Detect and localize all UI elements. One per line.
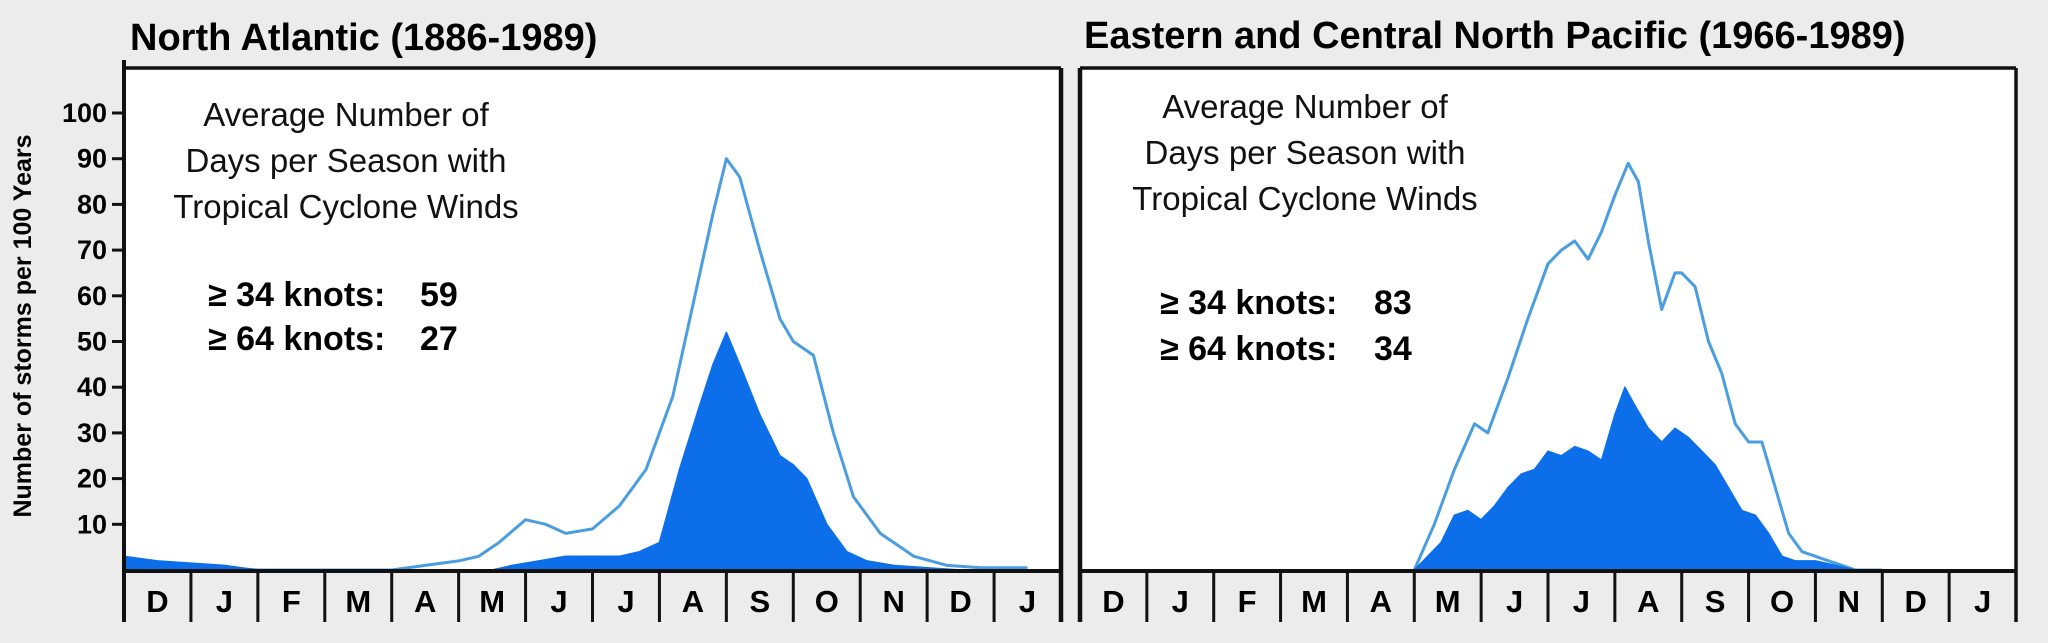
month-label: J xyxy=(550,584,567,619)
month-label: J xyxy=(1019,584,1036,619)
stat-64-knots-label: ≥ 64 knots: xyxy=(1160,330,1337,368)
chart-title-atlantic: North Atlantic (1886-1989) xyxy=(130,17,597,59)
month-label: D xyxy=(146,584,168,619)
month-label: A xyxy=(414,584,436,619)
y-tick-label: 90 xyxy=(77,144,107,174)
month-label: S xyxy=(749,584,770,619)
month-label: J xyxy=(1974,584,1991,619)
annotation-line-2: Days per Season with xyxy=(186,142,507,179)
annotation-line-3: Tropical Cyclone Winds xyxy=(1132,180,1477,217)
month-label: J xyxy=(1172,584,1189,619)
plot-area-atlantic xyxy=(124,70,1061,570)
annotation-line-2: Days per Season with xyxy=(1145,134,1466,171)
month-label: D xyxy=(1905,584,1927,619)
month-label: D xyxy=(1102,584,1124,619)
month-label: M xyxy=(345,584,371,619)
month-label: F xyxy=(282,584,301,619)
stat-34-knots-label: ≥ 34 knots: xyxy=(1160,284,1337,322)
series-area-1-1 xyxy=(1413,386,1857,571)
month-label: O xyxy=(1770,584,1794,619)
stat-64-knots-label: ≥ 64 knots: xyxy=(208,320,385,358)
month-label: M xyxy=(1301,584,1327,619)
month-label: N xyxy=(1838,584,1860,619)
annotation-pacific: Average Number of Days per Season with T… xyxy=(1132,88,1477,368)
month-label: S xyxy=(1705,584,1726,619)
y-tick-label: 10 xyxy=(77,509,107,539)
annotation-atlantic: Average Number of Days per Season with T… xyxy=(173,96,518,358)
month-label: J xyxy=(216,584,233,619)
y-axis-label: Number of storms per 100 Years xyxy=(9,134,37,517)
y-tick-label: 20 xyxy=(77,464,107,494)
y-axis-ticks: 10 20 30 40 50 60 70 80 90 100 xyxy=(62,98,124,539)
y-tick-label: 100 xyxy=(62,98,107,128)
y-tick-label: 60 xyxy=(77,281,107,311)
y-tick-label: 40 xyxy=(77,372,107,402)
y-tick-label: 80 xyxy=(77,189,107,219)
y-tick-label: 30 xyxy=(77,418,107,448)
stat-34-knots-value: 83 xyxy=(1374,284,1412,322)
month-label: A xyxy=(1637,584,1659,619)
stat-64-knots-value: 27 xyxy=(420,320,458,358)
month-label: N xyxy=(882,584,904,619)
stat-34-knots-value: 59 xyxy=(420,276,458,314)
month-label: A xyxy=(682,584,704,619)
series-line-1-0 xyxy=(1412,161,1883,572)
month-label: A xyxy=(1370,584,1392,619)
month-label: F xyxy=(1238,584,1257,619)
month-label: D xyxy=(949,584,971,619)
annotation-line-3: Tropical Cyclone Winds xyxy=(173,188,518,225)
chart-title-pacific: Eastern and Central North Pacific (1966-… xyxy=(1084,15,1906,57)
annotation-line-1: Average Number of xyxy=(203,96,489,133)
month-label: M xyxy=(1435,584,1461,619)
month-label: J xyxy=(617,584,634,619)
month-label: J xyxy=(1573,584,1590,619)
stat-34-knots-label: ≥ 34 knots: xyxy=(208,276,385,314)
month-label: J xyxy=(1506,584,1523,619)
stat-64-knots-value: 34 xyxy=(1374,330,1412,368)
y-tick-label: 50 xyxy=(77,327,107,357)
month-label: M xyxy=(479,584,505,619)
annotation-line-1: Average Number of xyxy=(1162,88,1448,125)
month-label: O xyxy=(815,584,839,619)
y-tick-label: 70 xyxy=(77,235,107,265)
